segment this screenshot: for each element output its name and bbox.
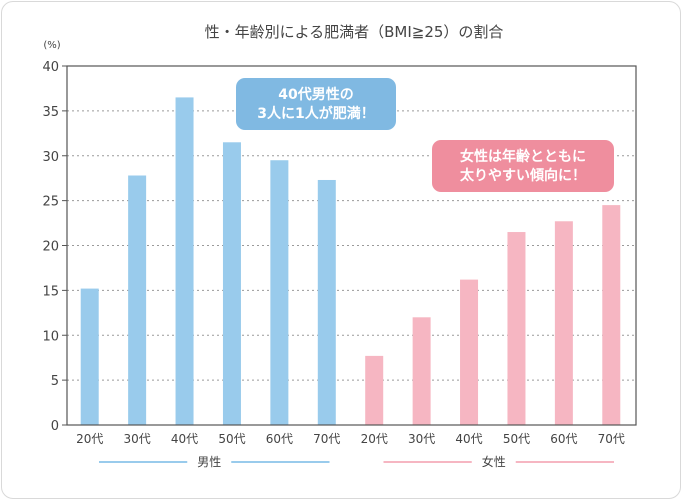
bar [270,160,289,426]
bars [80,97,621,426]
callout-box: 40代男性の 3人に1人が肥満！ [236,78,396,130]
chart-title: 性・年齢別による肥満者（BMI≧25）の割合 [205,23,504,41]
callout-background [432,140,614,192]
x-tick-label: 20代 [76,432,103,446]
bar [412,317,431,425]
bar [365,355,384,425]
bar [602,205,621,425]
x-tick-label: 40代 [455,432,482,446]
x-tick-label: 50代 [503,432,530,446]
y-tick-label: 5 [51,374,59,389]
y-tick-label: 25 [42,195,59,210]
callout-text: 40代男性の [278,86,353,103]
x-tick-label: 30代 [123,432,150,446]
x-tick-label: 60代 [550,432,577,446]
y-tick-label: 20 [42,240,59,255]
bar [175,97,194,425]
y-axis-ticks: 0 5 10 15 20 25 30 35 40 [42,60,67,434]
y-tick-label: 10 [42,329,59,344]
series-label: 女性 [482,454,506,469]
y-tick-label: 15 [42,284,59,299]
callout-text: 3人に1人が肥満！ [257,105,374,122]
y-tick-label: 30 [42,150,59,165]
y-axis-unit-label: (%) [43,40,60,51]
bar [554,221,573,425]
plot-border [66,65,637,426]
callout-text: 太りやすい傾向に！ [460,167,586,184]
bar [128,175,147,425]
bar [317,179,336,425]
plot-frame [66,65,637,426]
x-tick-label: 40代 [171,432,198,446]
x-axis-labels: 20代 30代 40代 50代 60代 70代 20代 30代 40代 50代 60代 70代 [76,432,625,446]
y-tick-label: 35 [42,105,59,120]
callout-background [236,78,396,130]
bar [507,232,526,425]
bar [460,279,479,425]
x-tick-label: 50代 [218,432,245,446]
bar [80,288,99,425]
x-tick-label: 20代 [361,432,388,446]
y-tick-label: 0 [51,419,59,434]
x-tick-label: 70代 [313,432,340,446]
bar [222,142,241,425]
x-tick-label: 70代 [598,432,625,446]
series-label: 男性 [197,455,221,469]
x-tick-label: 60代 [266,432,293,446]
callout-text: 女性は年齢とともに [460,148,586,165]
y-tick-label: 40 [42,60,59,75]
series-group-labels: 男性 女性 [99,454,614,469]
x-tick-label: 30代 [408,432,435,446]
